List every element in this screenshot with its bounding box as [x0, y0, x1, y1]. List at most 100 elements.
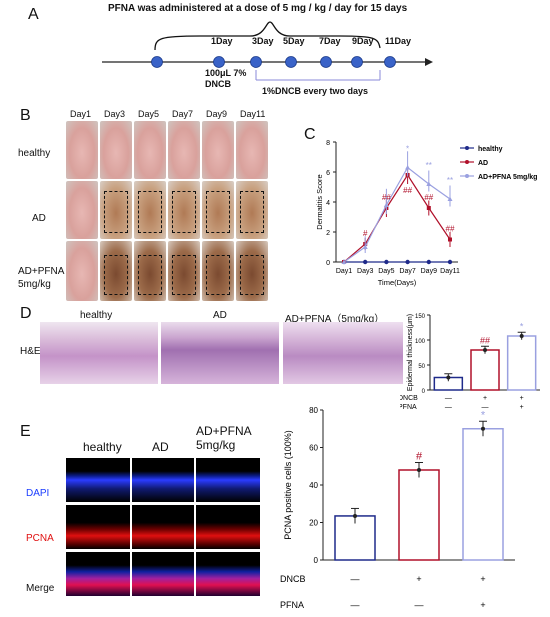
b-day-label: Day9: [206, 109, 228, 119]
legend-label: AD: [478, 160, 488, 167]
fluorescence-image: [132, 458, 194, 502]
pfna-label: PFNA: [280, 600, 304, 610]
lesion-box: [172, 191, 196, 233]
challenge-note: 1%DNCB every two days: [262, 86, 369, 96]
b-day-label: Day11: [240, 109, 266, 119]
significance-mark: #: [416, 451, 423, 463]
timeline-dot: [384, 56, 396, 68]
data-point: [426, 181, 432, 186]
data-point: [447, 259, 453, 265]
data-point: [481, 426, 485, 431]
legend-label: AD+PFNA 5mg/kg: [478, 174, 537, 181]
e-row-dapi: DAPI: [26, 488, 50, 499]
y-tick-label: 6: [326, 170, 330, 177]
timeline-day-3: 3Day: [252, 36, 274, 46]
panel-a-title: PFNA was administered at a dose of 5 mg …: [108, 3, 408, 14]
e-row-pcna: PCNA: [26, 533, 54, 544]
mouse-photo: [236, 181, 268, 239]
timeline: [102, 21, 433, 81]
dncb-value: +: [483, 395, 487, 402]
he-image-ad-pfna: [283, 322, 403, 384]
x-tick-label: Day1: [336, 268, 352, 275]
fluorescence-image: [66, 505, 130, 549]
row-label-ad-pfna: AD+PFNA 5mg/kg: [18, 266, 65, 290]
timeline-dot: [213, 56, 225, 68]
b-day-label: Day1: [70, 109, 92, 119]
lesion-box: [104, 255, 128, 295]
data-point: [483, 348, 487, 352]
y-axis-label: Dermatitis Score: [315, 174, 324, 229]
y-tick-label: 8: [326, 140, 330, 147]
timeline-day-1: 1Day: [211, 36, 233, 46]
significance-mark: *: [520, 321, 524, 331]
series-line: [343, 173, 451, 263]
mouse-photo: [100, 181, 132, 239]
legend-marker: [465, 174, 469, 178]
timeline-dot: [151, 56, 163, 68]
data-point: [426, 259, 431, 265]
timeline-brace: [154, 21, 381, 51]
fluorescence-image: [66, 458, 130, 502]
fluorescence-image: [66, 552, 130, 596]
b-day-label: Day5: [138, 109, 160, 119]
d-col-healthy: healthy: [80, 310, 113, 321]
dncb-value: —: [351, 574, 360, 584]
pfna-value: —: [351, 600, 360, 610]
y-tick-label: 0: [326, 260, 330, 267]
he-image-ad: [161, 322, 279, 384]
bar: [506, 335, 537, 391]
panel-c-label: C: [304, 126, 316, 143]
panel-a-label: A: [28, 6, 39, 23]
y-tick-label: 40: [309, 481, 318, 490]
significance-mark: **: [447, 176, 453, 185]
lesion-box: [206, 191, 230, 233]
lesion-box: [206, 255, 230, 295]
bar: [470, 349, 500, 391]
fluorescence-image: [196, 552, 260, 596]
lesion-box: [104, 191, 128, 233]
dncb-value: —: [445, 395, 452, 402]
bar: [398, 469, 440, 561]
row-label-healthy: healthy: [18, 148, 51, 159]
significance-mark: **: [426, 161, 432, 170]
significance-mark: *: [406, 145, 409, 154]
y-tick-label: 150: [415, 314, 426, 320]
data-point: [417, 468, 421, 472]
e-col-healthy: healthy: [83, 440, 122, 454]
legend-label: healthy: [478, 146, 503, 153]
timeline-day-9: 9Day: [352, 36, 374, 46]
mouse-photo: [134, 181, 166, 239]
x-tick-label: Day9: [421, 268, 437, 275]
legend-marker: [465, 146, 469, 150]
timeline-dot: [285, 56, 297, 68]
mouse-photo: [66, 121, 98, 179]
e-row-merge: Merge: [26, 583, 55, 594]
y-tick-label: 0: [314, 556, 319, 565]
mouse-photo: [202, 241, 234, 301]
dncb-value: +: [520, 395, 524, 402]
data-point: [448, 237, 452, 242]
data-point: [362, 244, 368, 249]
x-tick-label: Day7: [399, 268, 415, 275]
significance-mark: ##: [446, 225, 455, 234]
b-day-label: Day7: [172, 109, 194, 119]
row-label-ad: AD: [32, 213, 46, 224]
data-point: [383, 202, 389, 207]
timeline-dot: [320, 56, 332, 68]
legend-marker: [465, 160, 469, 164]
d-col-ad: AD: [213, 310, 227, 321]
lesion-box: [240, 191, 264, 233]
mouse-photo: [202, 121, 234, 179]
y-tick-label: 4: [326, 200, 330, 207]
lesion-box: [138, 255, 162, 295]
mouse-photo: [134, 241, 166, 301]
mouse-photo: [100, 241, 132, 301]
d-row-he: H&E: [20, 346, 41, 357]
sensitization-note: 100μL 7% DNCB: [205, 68, 247, 89]
x-tick-label: Day3: [357, 268, 373, 275]
pfna-value: +: [520, 404, 524, 411]
data-point: [519, 334, 524, 338]
bar: [462, 428, 504, 561]
y-tick-label: 2: [326, 230, 330, 237]
dncb-value: +: [480, 574, 485, 584]
